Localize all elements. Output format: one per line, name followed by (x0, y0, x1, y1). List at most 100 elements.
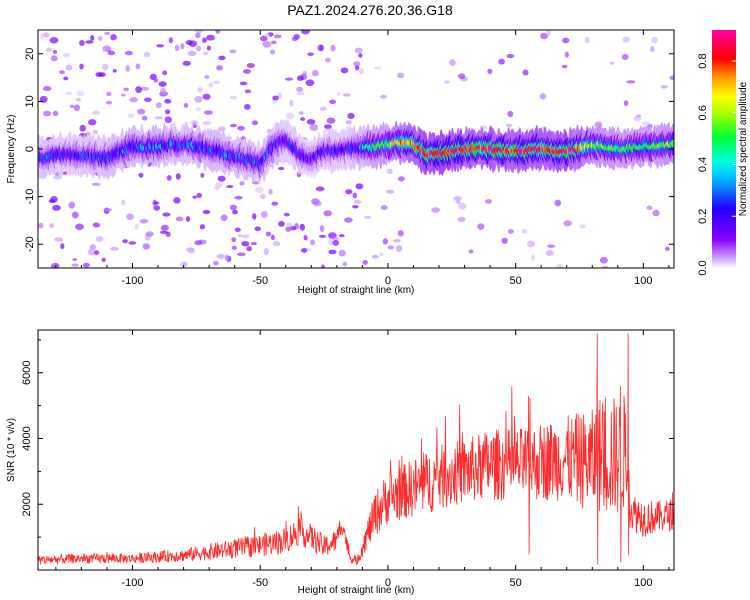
heatmap-speckle (363, 215, 372, 219)
colorbar: 0.0 0.2 0.4 0.6 0.8 Normalized spectral ampl… (697, 30, 749, 276)
heatmap-speckle (127, 113, 135, 118)
heatmap-speckle (374, 66, 382, 70)
heatmap-speckle (301, 30, 310, 35)
heatmap-speckle (342, 93, 351, 97)
snr-x-axis-title: Height of straight line (km) (298, 585, 415, 596)
heatmap-speckle (54, 237, 64, 242)
heatmap-speckle (299, 223, 306, 231)
heatmap-speckle (85, 40, 94, 44)
heatmap-speckle (143, 97, 152, 102)
heatmap-speckle (296, 75, 304, 81)
heatmap-speckle (326, 117, 336, 124)
heatmap-speckle (262, 40, 272, 48)
heatmap-speckle (345, 189, 353, 195)
heatmap-speckle (203, 110, 213, 115)
heatmap-speckle (243, 104, 251, 110)
heatmap-speckle (101, 257, 106, 262)
colorbar-tick-label: 0.4 (697, 157, 709, 172)
heatmap-speckle (141, 115, 148, 121)
heatmap-speckle (320, 264, 325, 268)
heatmap-speckle (199, 224, 206, 230)
x-tick-label: 50 (510, 275, 522, 287)
heatmap-speckle (213, 260, 219, 266)
heatmap-speckle (196, 192, 202, 198)
heatmap-speckle (49, 37, 59, 44)
heatmap-speckle (530, 254, 536, 261)
heatmap-speckle (265, 231, 272, 237)
heatmap-speckle (229, 204, 238, 211)
heatmap-speckle (332, 239, 340, 246)
heatmap-speckle (162, 212, 171, 217)
heatmap-speckle (315, 186, 325, 192)
heatmap-speckle (145, 231, 154, 237)
heatmap-speckle (216, 65, 223, 71)
heatmap-speckle (213, 186, 220, 190)
heatmap-speckle (195, 32, 201, 39)
heatmap-speckle (158, 81, 167, 87)
x-tick-label: 100 (634, 577, 652, 589)
heatmap-speckle (183, 102, 189, 108)
heatmap-speckle (124, 50, 133, 56)
chart-title: PAZ1.2024.276.20.36.G18 (287, 2, 453, 18)
heatmap-speckle (182, 60, 191, 66)
heatmap-speckle (231, 237, 237, 243)
heatmap-speckle (392, 239, 401, 243)
heatmap-speckle (79, 63, 84, 70)
y-tick-label: 10 (24, 95, 36, 107)
heatmap-speckle (92, 129, 98, 135)
heatmap-speckle (202, 93, 211, 100)
heatmap-speckle (547, 244, 556, 248)
heatmap-speckle (180, 43, 185, 50)
heatmap-cell (670, 139, 674, 148)
heatmap-speckle (68, 201, 76, 209)
heatmap-speckle (104, 31, 111, 35)
heatmap-speckle (53, 175, 63, 180)
heatmap-speckle (455, 200, 461, 204)
heatmap-speckle (345, 120, 352, 125)
x-tick-label: 50 (510, 577, 522, 589)
heatmap-speckle (395, 245, 403, 252)
heatmap-speckle (109, 246, 119, 251)
heatmap-speckle (101, 63, 109, 71)
heatmap-speckle (143, 52, 151, 58)
heatmap-speckle (88, 119, 97, 126)
heatmap-speckle (95, 72, 103, 78)
heatmap-speckle (562, 37, 570, 44)
heatmap-speckle (319, 225, 325, 233)
heatmap-speckle (479, 125, 488, 131)
heatmap-speckle (72, 257, 78, 262)
heatmap-speckle (45, 47, 52, 53)
spectrogram-y-ticks: -20 -10 0 10 20 (24, 48, 674, 252)
heatmap-speckle (52, 204, 61, 211)
heatmap-speckle (255, 186, 264, 194)
heatmap-speckle (319, 44, 324, 51)
heatmap-speckle (359, 68, 364, 75)
heatmap-speckle (505, 123, 513, 127)
heatmap-speckle (237, 234, 244, 238)
x-tick-label: -100 (121, 275, 143, 287)
heatmap-speckle (332, 236, 339, 242)
heatmap-speckle (103, 208, 113, 212)
heatmap-speckle (237, 125, 245, 131)
heatmap-speckle (110, 34, 117, 41)
heatmap-speckle (487, 68, 493, 74)
heatmap-speckle (300, 248, 308, 253)
heatmap-speckle (162, 91, 169, 96)
heatmap-speckle (382, 238, 388, 245)
heatmap-speckle (545, 249, 555, 257)
heatmap-speckle (52, 50, 58, 54)
heatmap-speckle (98, 35, 103, 42)
heatmap-speckle (330, 44, 336, 52)
heatmap-speckle (306, 119, 316, 125)
heatmap-speckle (347, 112, 355, 119)
heatmap-speckle (224, 254, 230, 262)
heatmap-speckle (217, 175, 226, 182)
heatmap-speckle (540, 32, 548, 40)
heatmap-speckle (215, 30, 221, 34)
heatmap-speckle (358, 53, 363, 58)
heatmap-speckle (93, 250, 100, 255)
heatmap-speckle (289, 99, 294, 107)
heatmap-speckle (507, 229, 514, 234)
heatmap-speckle (263, 247, 270, 255)
colorbar-ticks: 0.0 0.2 0.4 0.6 0.8 (697, 53, 736, 276)
